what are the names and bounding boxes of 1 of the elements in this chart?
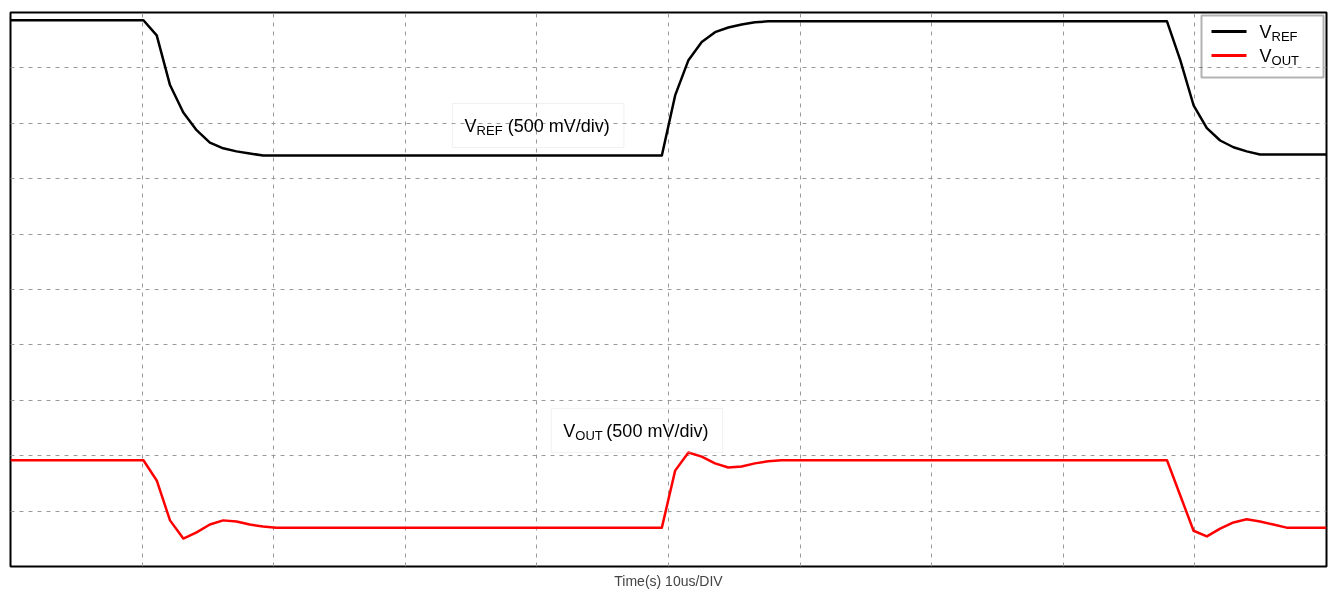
x-axis-title: Time(s) 10us/DIV [614,572,724,589]
